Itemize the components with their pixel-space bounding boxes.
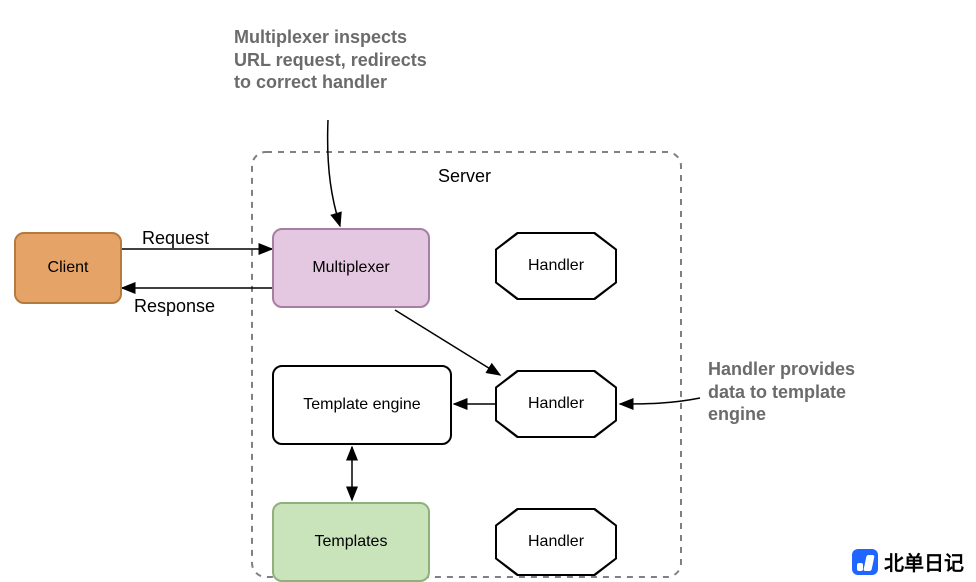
watermark: 北单日记 <box>852 547 964 576</box>
annotation-handler: Handler provides data to template engine <box>708 358 855 426</box>
annotation-multiplexer: Multiplexer inspects URL request, redire… <box>234 26 427 94</box>
handler-node-2: Handler <box>495 370 617 438</box>
server-label: Server <box>438 166 491 187</box>
templates-node: Templates <box>272 502 430 582</box>
multiplexer-node: Multiplexer <box>272 228 430 308</box>
watermark-logo-icon <box>852 549 878 575</box>
client-label: Client <box>48 259 89 277</box>
handler-node-3: Handler <box>495 508 617 576</box>
handler-label-1: Handler <box>528 257 584 275</box>
handler-node-1: Handler <box>495 232 617 300</box>
template-engine-node: Template engine <box>272 365 452 445</box>
response-label: Response <box>134 296 215 317</box>
templates-label: Templates <box>315 533 388 551</box>
request-label: Request <box>142 228 209 249</box>
watermark-text: 北单日记 <box>884 547 964 576</box>
multiplexer-label: Multiplexer <box>312 259 389 277</box>
handler-label-2: Handler <box>528 395 584 413</box>
handler-label-3: Handler <box>528 533 584 551</box>
client-node: Client <box>14 232 122 304</box>
template-engine-label: Template engine <box>303 396 420 414</box>
